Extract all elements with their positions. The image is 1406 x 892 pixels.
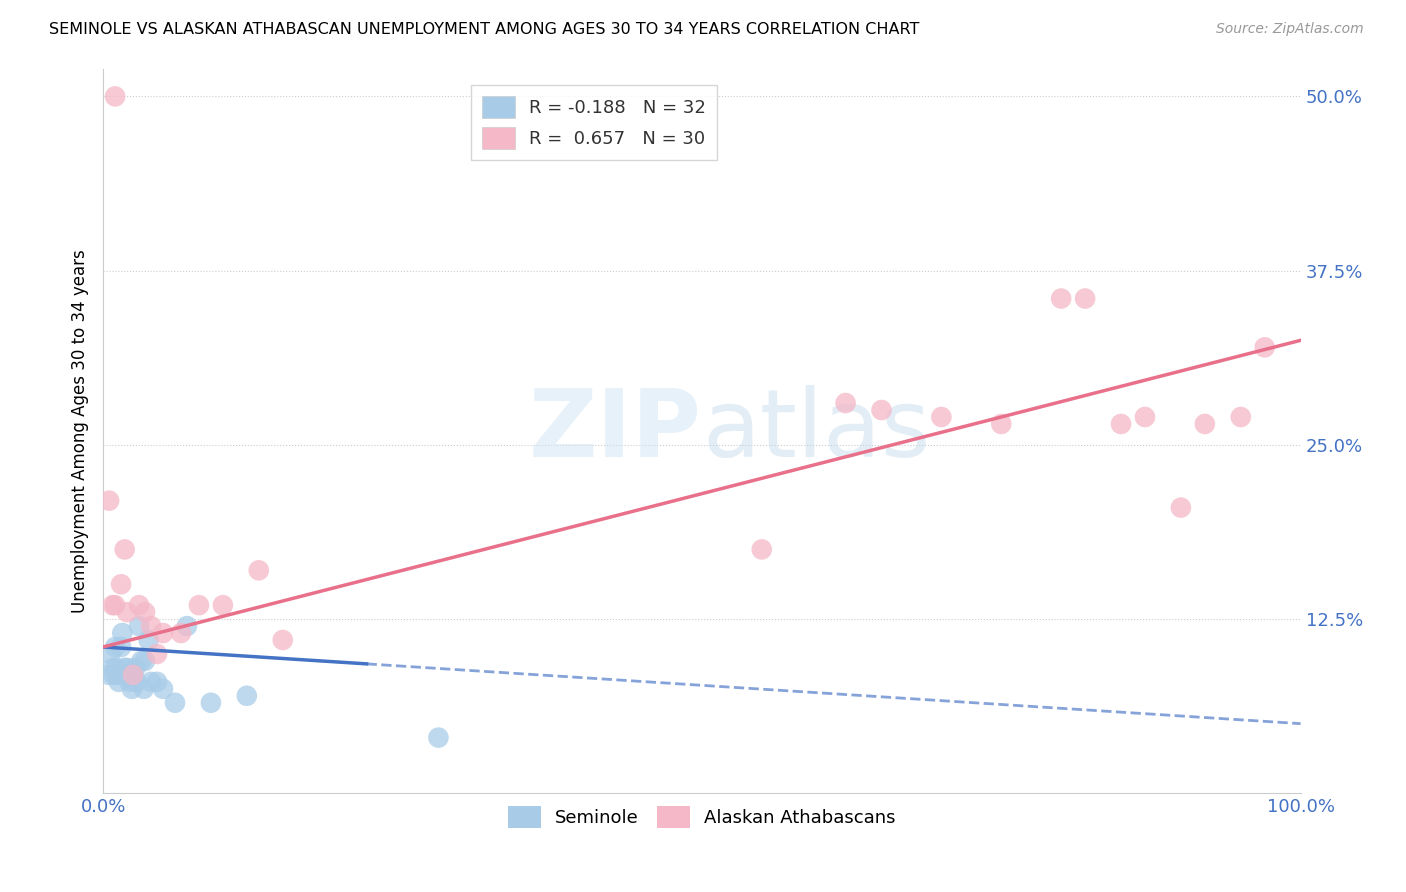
Point (834, 396, 856, 410)
Point (111, 626, 134, 640)
Point (146, 674, 169, 689)
Point (146, 647, 169, 661)
Y-axis label: Unemployment Among Ages 30 to 34 years: Unemployment Among Ages 30 to 34 years (72, 249, 89, 613)
Point (134, 605, 156, 619)
Point (1133, 409, 1156, 424)
Text: ZIP: ZIP (529, 385, 702, 477)
Point (751, 542, 773, 557)
Point (104, 640, 127, 654)
Point (271, 633, 294, 648)
Point (1229, 409, 1251, 424)
Point (134, 654, 156, 668)
Point (128, 619, 150, 633)
Point (212, 598, 235, 612)
Point (104, 89, 127, 103)
Point (115, 605, 138, 619)
Point (152, 681, 174, 696)
Point (152, 626, 174, 640)
Point (105, 661, 128, 675)
Point (187, 598, 209, 612)
Point (1194, 417, 1216, 431)
Point (870, 403, 893, 417)
Point (163, 696, 186, 710)
Point (170, 626, 193, 640)
Point (117, 668, 139, 682)
Point (107, 668, 129, 682)
Point (1050, 292, 1073, 306)
Point (247, 563, 270, 577)
Point (176, 619, 198, 633)
Point (236, 689, 259, 703)
Point (427, 731, 450, 745)
Point (124, 661, 146, 675)
Point (98, 668, 121, 682)
Point (115, 668, 138, 682)
Point (990, 417, 1012, 431)
Point (98, 493, 121, 508)
Point (115, 661, 138, 675)
Point (139, 674, 162, 689)
Point (139, 619, 162, 633)
Point (101, 661, 124, 675)
Text: SEMINOLE VS ALASKAN ATHABASCAN UNEMPLOYMENT AMONG AGES 30 TO 34 YEARS CORRELATIO: SEMINOLE VS ALASKAN ATHABASCAN UNEMPLOYM… (49, 22, 920, 37)
Point (131, 654, 153, 668)
Point (114, 542, 136, 557)
Point (128, 598, 150, 612)
Point (118, 674, 141, 689)
Point (125, 674, 148, 689)
Point (1170, 500, 1192, 515)
Point (104, 598, 127, 612)
Point (1254, 340, 1277, 354)
Point (110, 640, 132, 654)
Point (103, 668, 125, 682)
Point (107, 674, 129, 689)
Point (114, 661, 136, 675)
Text: Source: ZipAtlas.com: Source: ZipAtlas.com (1216, 22, 1364, 37)
Point (98, 647, 121, 661)
Legend: Seminole, Alaskan Athabascans: Seminole, Alaskan Athabascans (501, 798, 903, 835)
Point (1109, 417, 1132, 431)
Point (122, 668, 145, 682)
Point (122, 668, 145, 682)
Text: atlas: atlas (702, 385, 931, 477)
Point (121, 681, 143, 696)
Point (1074, 292, 1097, 306)
Point (931, 409, 953, 424)
Point (138, 633, 160, 648)
Point (110, 577, 132, 591)
Point (132, 681, 155, 696)
Point (200, 696, 222, 710)
Point (101, 598, 124, 612)
